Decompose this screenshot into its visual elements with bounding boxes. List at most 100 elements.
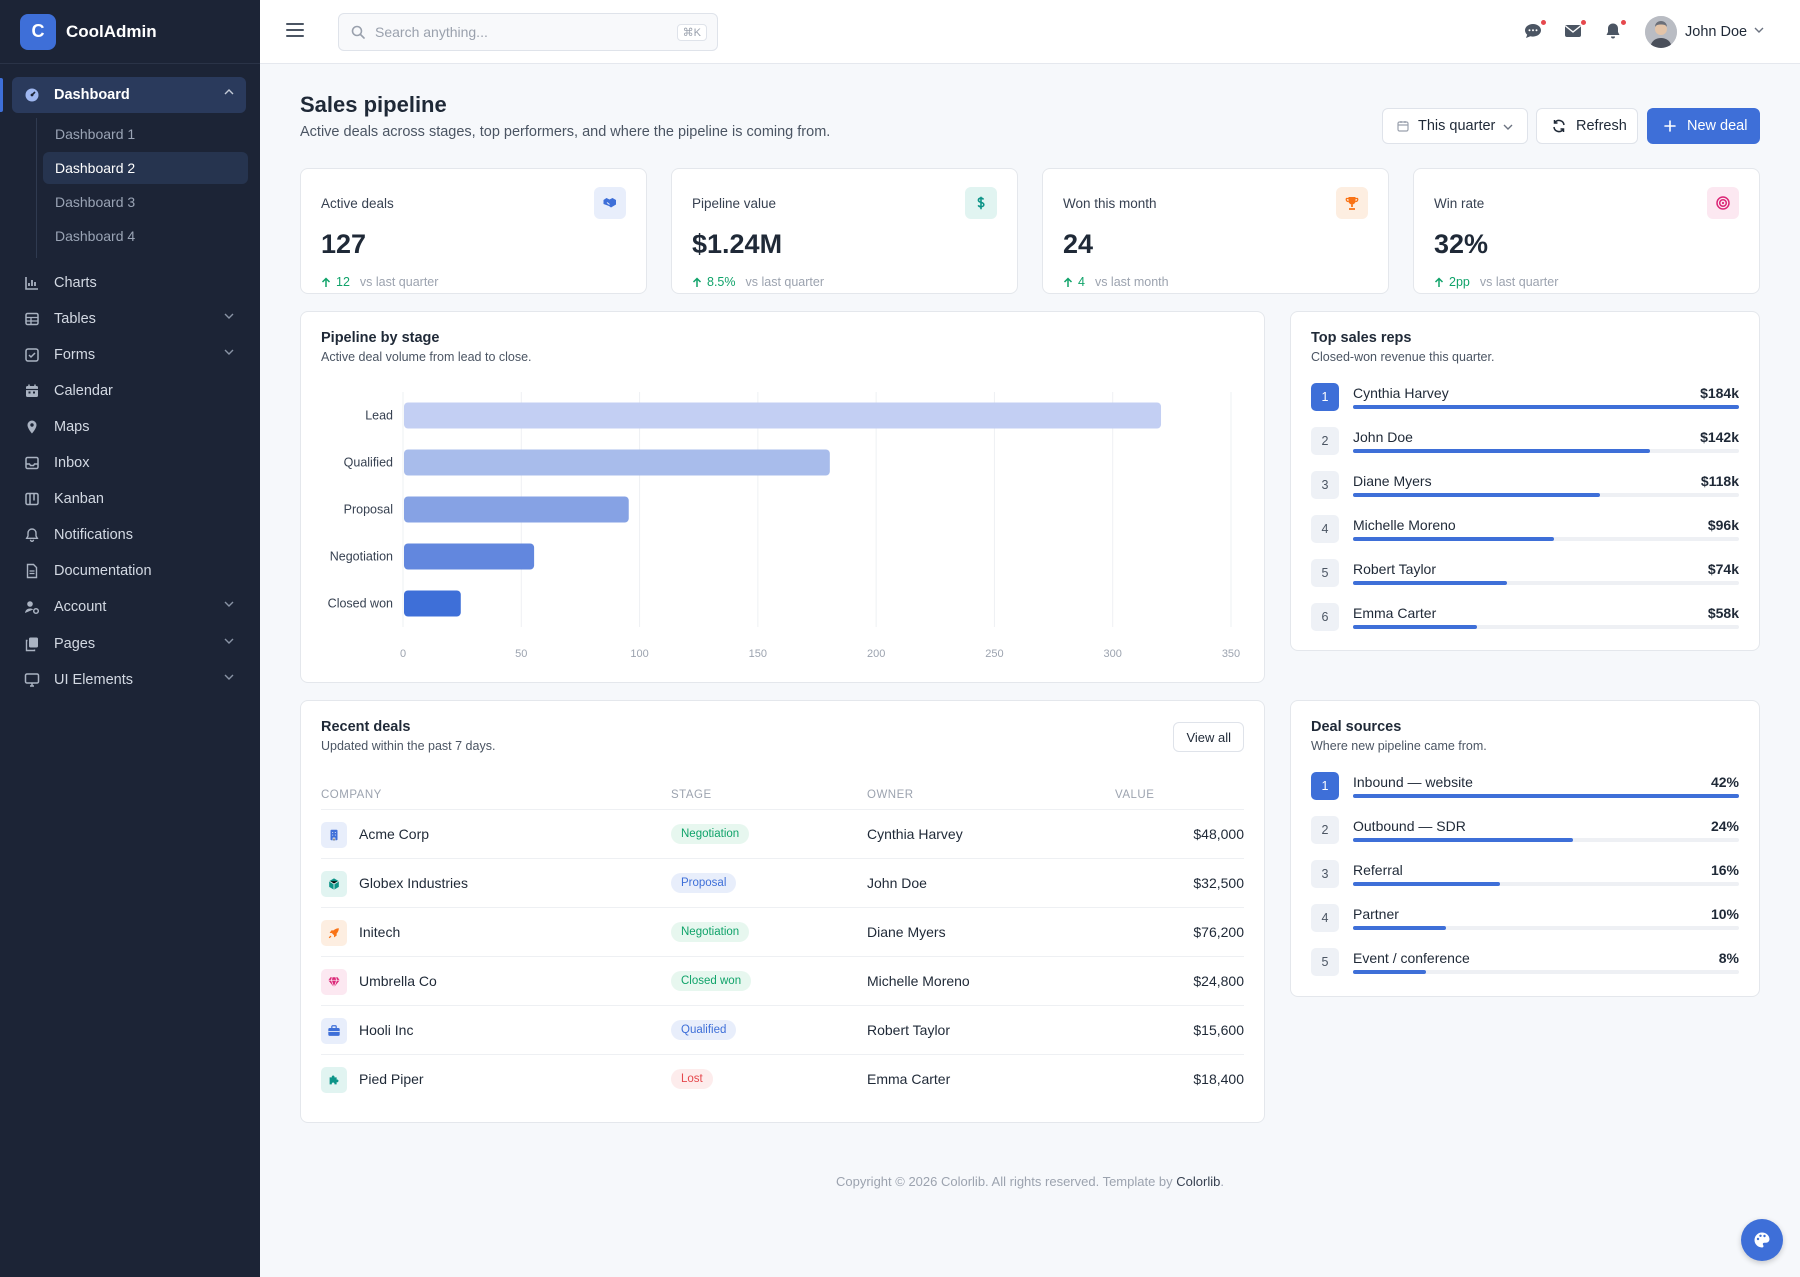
sidebar-sub-item-dashboard-1[interactable]: Dashboard 1	[55, 126, 136, 142]
bell-icon[interactable]	[1603, 19, 1627, 43]
stat-delta: 8.5%	[692, 275, 736, 289]
progress-fill	[1353, 537, 1554, 541]
sidebar-item-pages[interactable]: Pages	[12, 626, 246, 662]
sidebar-item-calendar[interactable]: Calendar	[12, 373, 246, 409]
sidebar-item-label: Inbox	[54, 455, 90, 471]
stage-badge: Closed won	[671, 971, 752, 991]
company-name[interactable]: Hooli Inc	[359, 1022, 414, 1038]
x-tick-label: 200	[867, 648, 885, 660]
stat-value: 127	[321, 229, 367, 259]
item-name: Michelle Moreno	[1353, 517, 1456, 533]
item-name: Cynthia Harvey	[1353, 385, 1449, 401]
stat-delta-value: 4	[1078, 275, 1085, 289]
sidebar-item-inbox[interactable]: Inbox	[12, 445, 246, 481]
list-item[interactable]: 3 Referral 16%	[1311, 860, 1739, 900]
list-item[interactable]: 5 Robert Taylor $74k	[1311, 559, 1739, 599]
list-item[interactable]: 1 Cynthia Harvey $184k	[1311, 383, 1739, 423]
table-row[interactable]: Initech Negotiation Diane Myers $76,200	[321, 907, 1244, 956]
sidebar-item-label: Pages	[54, 636, 96, 652]
progress-fill	[1353, 926, 1446, 930]
sidebar-item-charts[interactable]: Charts	[12, 265, 246, 301]
stat-card-active-deals: Active deals 127 12 vs last quarter	[300, 168, 647, 294]
table-row[interactable]: Globex Industries Proposal John Doe $32,500	[321, 858, 1244, 907]
company-name[interactable]: Globex Industries	[359, 875, 468, 891]
sidebar-sub-item-dashboard-2[interactable]: Dashboard 2	[43, 152, 248, 184]
progress-fill	[1353, 449, 1651, 453]
item-value: $96k	[1707, 517, 1739, 533]
bar-lead[interactable]	[404, 402, 1162, 429]
new-deal-button[interactable]: New deal	[1647, 108, 1760, 144]
company-name[interactable]: Initech	[359, 924, 401, 940]
column-header-owner: Owner	[867, 789, 914, 801]
active-indicator	[0, 78, 3, 112]
mail-icon[interactable]	[1563, 19, 1587, 43]
table-row[interactable]: Acme Corp Negotiation Cynthia Harvey $48,00…	[321, 809, 1244, 858]
list-item[interactable]: 5 Event / conference 8%	[1311, 948, 1739, 988]
deal-value: $18,400	[1193, 1071, 1244, 1087]
sidebar-item-kanban[interactable]: Kanban	[12, 481, 246, 517]
list-item[interactable]: 4 Michelle Moreno $96k	[1311, 515, 1739, 555]
sidebar-item-documentation[interactable]: Documentation	[12, 553, 246, 589]
footer: Copyright © 2026 Colorlib. All rights re…	[260, 1174, 1800, 1189]
search-icon	[351, 25, 365, 39]
x-tick-label: 0	[400, 648, 406, 660]
table-row[interactable]: Umbrella Co Closed won Michelle Moreno $24,…	[321, 956, 1244, 1005]
company-name[interactable]: Acme Corp	[359, 826, 430, 842]
search-shortcut: ⌘K	[676, 24, 707, 41]
period-select[interactable]: This quarter	[1382, 108, 1528, 144]
sidebar-sub-item-dashboard-4[interactable]: Dashboard 4	[55, 228, 136, 244]
pipeline-chart: 0 50 100 150 200 250 300 350 Lead Qualified Propos…	[328, 392, 1240, 660]
table-row[interactable]: Pied Piper Lost Emma Carter $18,400	[321, 1054, 1244, 1103]
chevron-down-icon	[224, 349, 234, 355]
footer-link[interactable]: Colorlib	[1176, 1174, 1221, 1189]
brand[interactable]: C CoolAdmin	[0, 0, 260, 64]
progress-track	[1353, 838, 1739, 842]
palette-button[interactable]	[1741, 1219, 1783, 1261]
chevron-down-icon[interactable]	[1754, 27, 1764, 33]
y-category-label: Proposal	[344, 503, 393, 517]
refresh-button[interactable]: Refresh	[1536, 108, 1638, 144]
list-item[interactable]: 6 Emma Carter $58k	[1311, 603, 1739, 643]
sidebar-item-forms[interactable]: Forms	[12, 337, 246, 373]
menu-toggle-icon[interactable]	[286, 22, 304, 38]
sidebar-item-maps[interactable]: Maps	[12, 409, 246, 445]
y-category-label: Closed won	[328, 597, 393, 611]
arrow-up-icon	[1063, 276, 1073, 287]
sidebar-item-dashboard[interactable]: Dashboard	[12, 77, 246, 113]
sidebar-item-notifications[interactable]: Notifications	[12, 517, 246, 553]
rank-badge: 3	[1311, 860, 1339, 888]
handshake-icon	[594, 187, 626, 219]
sidebar-sub-item-dashboard-3[interactable]: Dashboard 3	[55, 194, 136, 210]
company-name[interactable]: Umbrella Co	[359, 973, 437, 989]
progress-fill	[1353, 794, 1739, 798]
stat-label: Won this month	[1063, 196, 1157, 211]
bar-negotiation[interactable]	[404, 543, 535, 570]
list-item[interactable]: 3 Diane Myers $118k	[1311, 471, 1739, 511]
view-all-button[interactable]: View all	[1173, 722, 1244, 752]
stat-footer: 2pp vs last quarter	[1434, 275, 1558, 289]
table-row[interactable]: Hooli Inc Qualified Robert Taylor $15,600	[321, 1005, 1244, 1054]
bar-proposal[interactable]	[404, 496, 629, 523]
messages-icon[interactable]	[1523, 19, 1547, 43]
item-name: Inbound — website	[1353, 774, 1473, 790]
sidebar-item-ui-elements[interactable]: UI Elements	[12, 662, 246, 698]
bar-closed-won[interactable]	[404, 590, 461, 617]
column-header-stage: Stage	[671, 789, 712, 801]
stat-label: Win rate	[1434, 196, 1485, 211]
avatar[interactable]	[1645, 16, 1677, 48]
user-name[interactable]: John Doe	[1685, 24, 1748, 40]
sidebar-item-label: Dashboard	[54, 87, 130, 103]
list-item[interactable]: 2 John Doe $142k	[1311, 427, 1739, 467]
sidebar-item-tables[interactable]: Tables	[12, 301, 246, 337]
bar-qualified[interactable]	[404, 449, 830, 476]
chevron-up-icon	[224, 89, 234, 95]
company-name[interactable]: Pied Piper	[359, 1071, 424, 1087]
page-subtitle: Active deals across stages, top performe…	[300, 124, 831, 140]
list-item[interactable]: 2 Outbound — SDR 24%	[1311, 816, 1739, 856]
deal-value: $15,600	[1193, 1022, 1244, 1038]
sidebar-item-account[interactable]: Account	[12, 589, 246, 625]
search-input[interactable]: Search anything... ⌘K	[338, 13, 718, 51]
list-item[interactable]: 1 Inbound — website 42%	[1311, 772, 1739, 812]
gem-icon	[321, 969, 347, 995]
list-item[interactable]: 4 Partner 10%	[1311, 904, 1739, 944]
